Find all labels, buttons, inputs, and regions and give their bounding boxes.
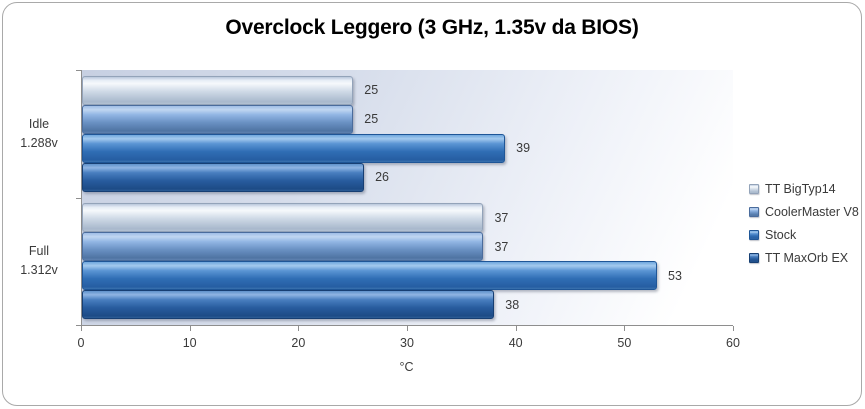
x-axis-tick-0 [81,326,82,331]
x-axis-tick-label-50: 50 [617,336,632,350]
bar-row-tt-maxorb-ex-idle: 26 [82,162,733,192]
data-label-coolermaster-v8-idle: 25 [364,112,379,127]
x-axis: 0 10 20 30 40 50 60 [77,325,740,355]
x-axis-title: °C [399,360,414,374]
x-axis-tick-40 [515,326,517,331]
legend-item-tt-maxorb-ex: TT MaxOrb EX [749,251,859,265]
x-axis-tick-label-30: 30 [400,336,414,350]
legend-label-tt-bigtyp14: TT BigTyp14 [765,182,836,196]
legend-item-tt-bigtyp14: TT BigTyp14 [749,182,859,196]
x-axis-tick-20 [298,326,300,331]
x-axis-tick-label-40: 40 [508,336,523,350]
data-label-tt-maxorb-ex-idle: 26 [375,170,389,185]
x-axis-tick-label-0: 0 [77,336,85,350]
data-label-stock-full: 53 [668,268,682,283]
legend-label-tt-maxorb-ex: TT MaxOrb EX [765,251,849,265]
legend-swatch-tt-bigtyp14 [749,184,759,194]
y-axis-category-labels: Idle 1.288v Full 1.312v [3,70,75,325]
category-name-idle: Idle [28,116,50,131]
legend-swatch-coolermaster-v8 [749,207,759,217]
legend-item-coolermaster-v8: CoolerMaster V8 [749,205,859,219]
bar-group-idle: 25 25 39 26 [82,70,733,198]
data-label-tt-maxorb-ex-full: 38 [505,297,520,312]
bar-row-tt-maxorb-ex-full: 38 [82,290,733,320]
bar-row-stock-idle: 39 [82,133,733,163]
bar-tt-bigtyp14-full [82,203,484,233]
x-axis-tick-10 [189,326,191,331]
bar-row-stock-full: 53 [82,261,733,291]
bar-coolermaster-v8-full [82,232,484,262]
bar-stock-full [82,261,658,291]
category-label-full: Full 1.312v [3,198,75,326]
bar-row-coolermaster-v8-idle: 25 [82,104,733,134]
bar-coolermaster-v8-idle [82,104,354,134]
bar-group-full: 37 37 53 38 [82,198,733,326]
data-label-coolermaster-v8-full: 37 [494,239,509,254]
legend-label-coolermaster-v8: CoolerMaster V8 [765,205,859,219]
data-label-stock-idle: 39 [516,141,531,156]
bar-row-tt-bigtyp14-full: 37 [82,203,733,233]
x-axis-tick-label-60: 60 [726,336,740,350]
chart-title: Overclock Leggero (3 GHz, 1.35v da BIOS) [225,16,639,39]
category-name-full: Full [28,244,50,259]
x-axis-tick-label-20: 20 [291,336,306,350]
legend-swatch-tt-maxorb-ex [749,253,759,263]
legend: TT BigTyp14 CoolerMaster V8 Stock TT MaxOrb… [749,182,859,265]
x-axis-tick-60 [733,326,734,331]
bar-row-tt-bigtyp14-idle: 25 [82,75,733,105]
legend-item-stock: Stock [749,228,859,242]
category-voltage-idle: 1.288v [20,135,58,150]
y-axis-tick-2 [76,325,81,326]
y-axis-tick-0 [76,70,81,71]
category-label-idle: Idle 1.288v [3,70,75,198]
category-voltage-full: 1.312v [20,263,58,278]
x-axis-tick-30 [407,326,408,331]
data-label-tt-bigtyp14-idle: 25 [364,83,379,98]
x-axis-tick-50 [624,326,626,331]
data-label-tt-bigtyp14-full: 37 [494,210,509,225]
y-axis-tick-1 [76,197,81,199]
x-axis-tick-label-10: 10 [182,336,197,350]
bar-tt-maxorb-ex-full [82,290,495,320]
bar-row-coolermaster-v8-full: 37 [82,232,733,262]
bar-tt-maxorb-ex-idle [82,162,365,192]
bar-stock-idle [82,133,506,163]
bar-tt-bigtyp14-idle [82,75,354,105]
legend-label-stock: Stock [765,228,797,242]
legend-swatch-stock [749,230,759,240]
plot-area: 25 25 39 26 37 37 53 38 [81,70,733,326]
